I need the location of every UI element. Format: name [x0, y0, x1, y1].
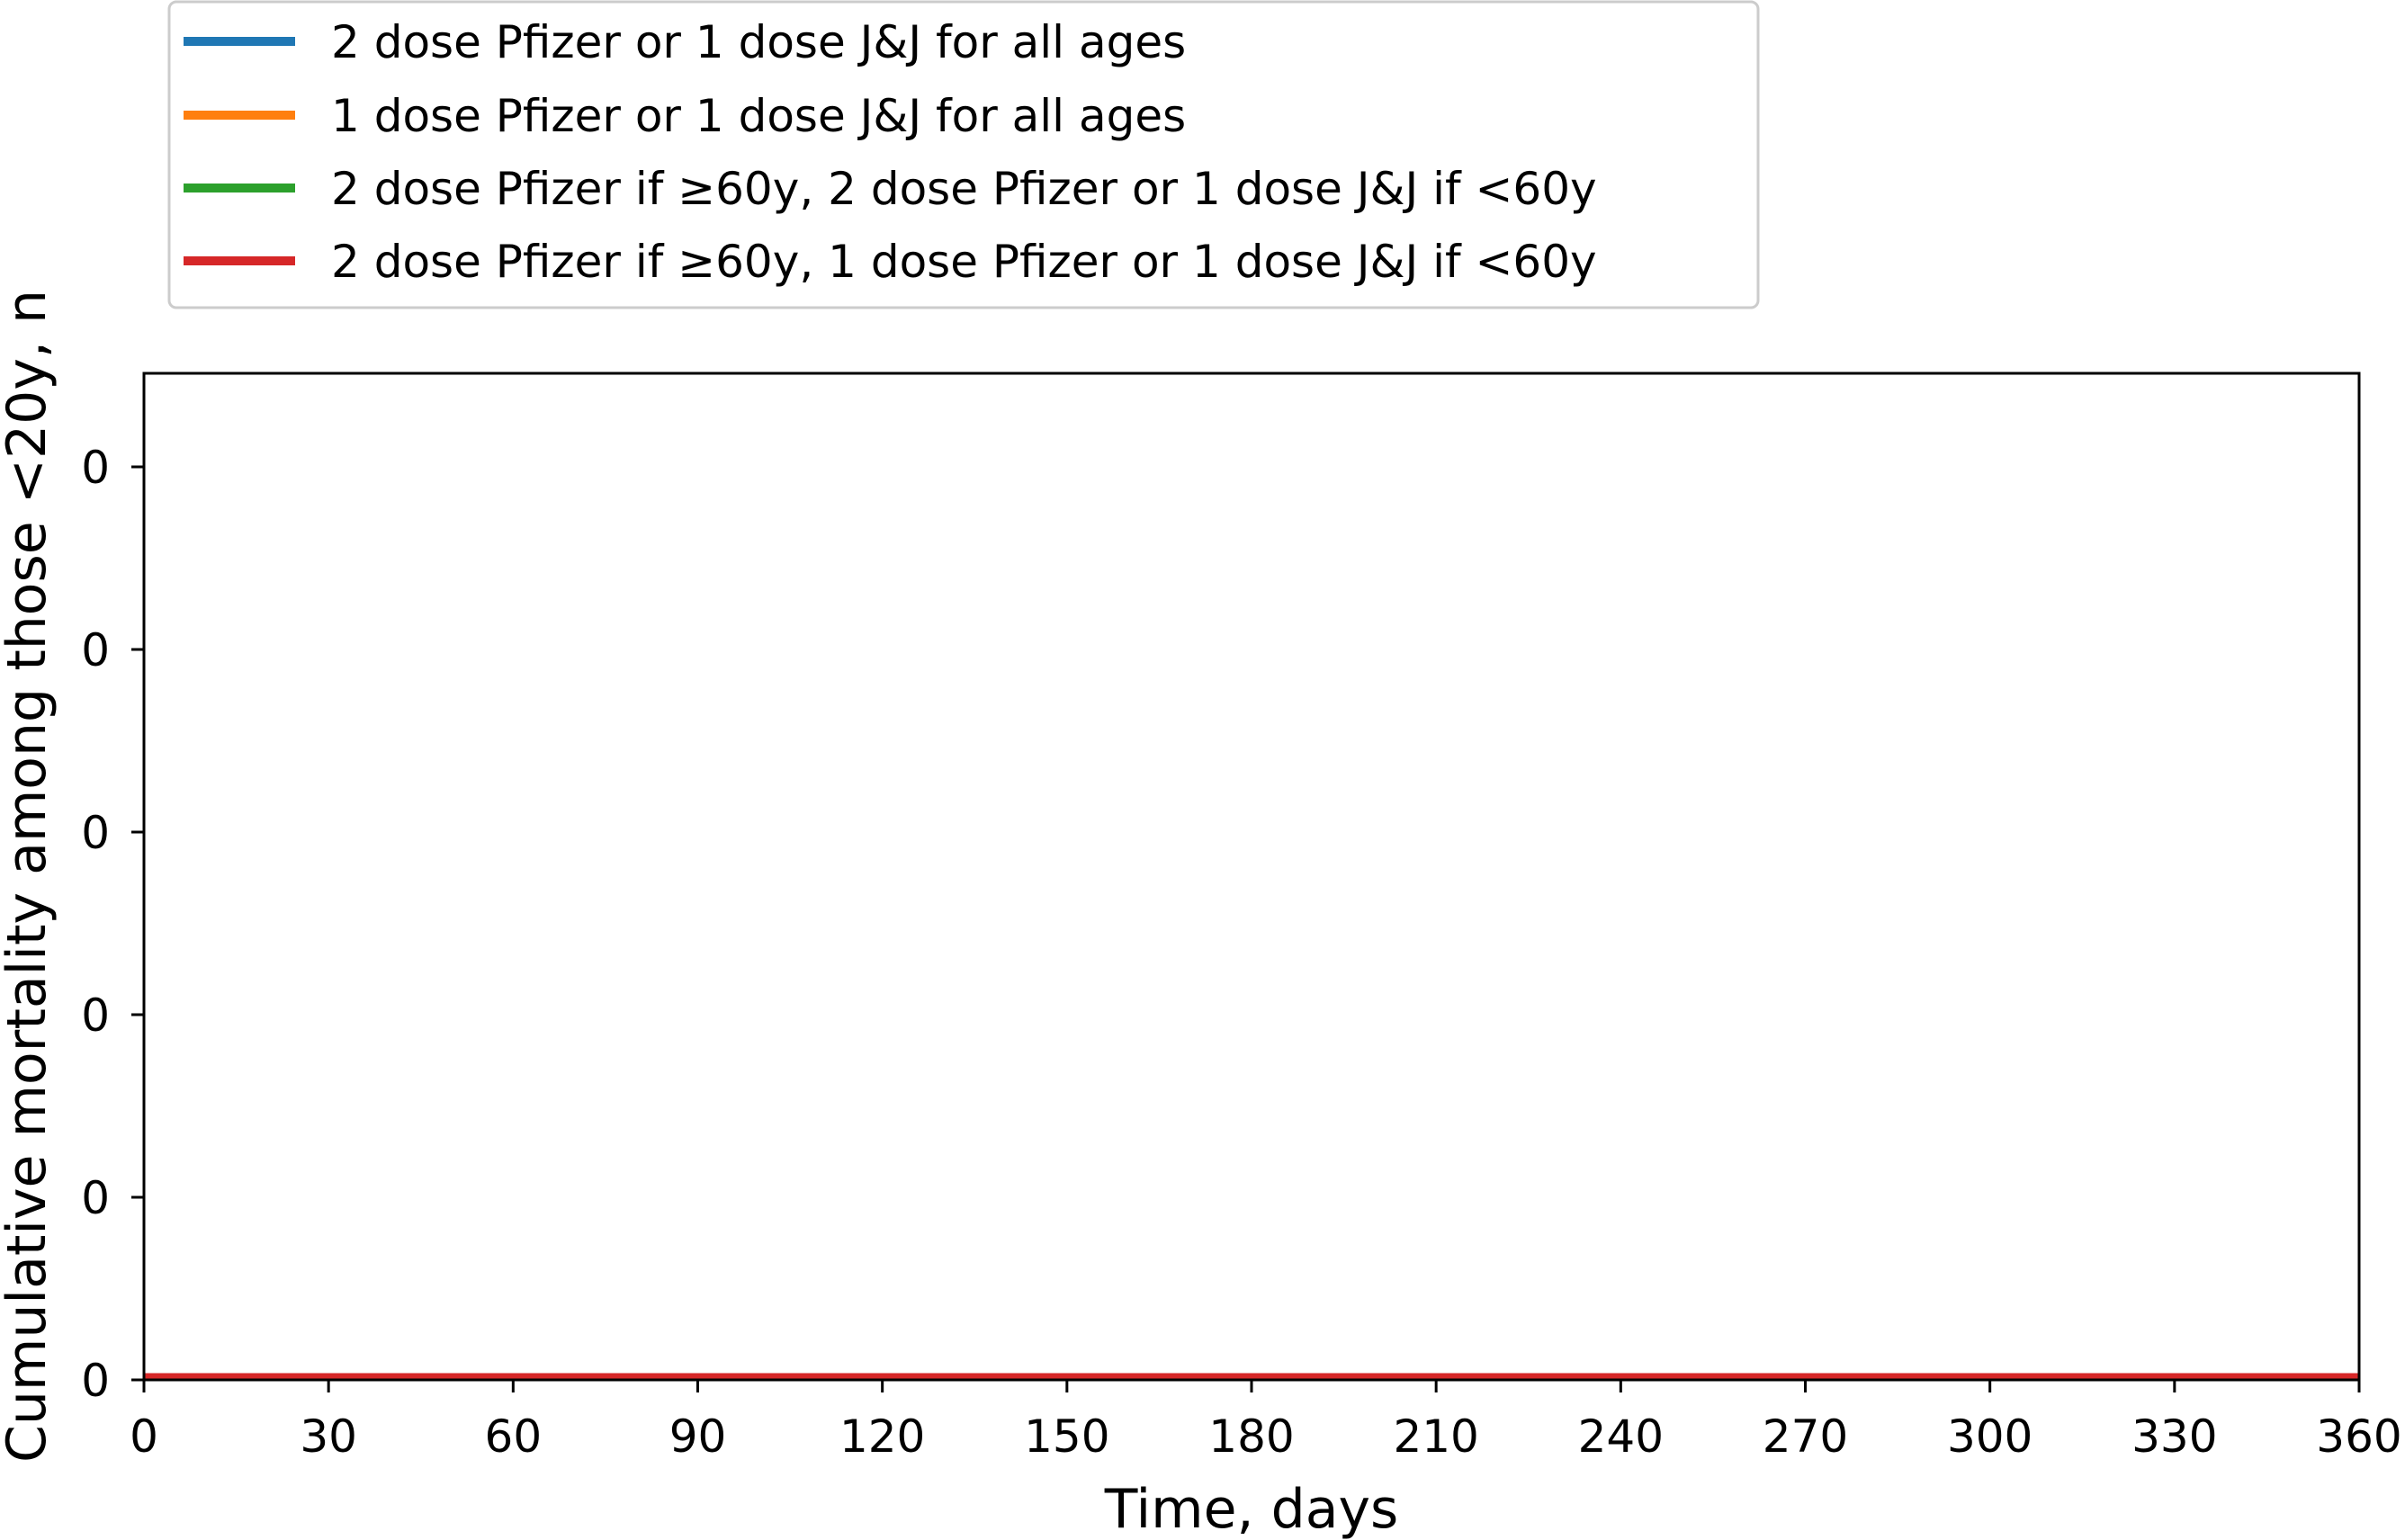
y-axis: 0 0 0 0 0 0: [81, 442, 144, 1407]
legend: 2 dose Pfizer or 1 dose J&J for all ages…: [167, 0, 1760, 309]
x-tick-label: 90: [669, 1410, 727, 1463]
x-tick-label: 270: [1763, 1410, 1848, 1463]
y-axis-label: Cumulative mortality among those <20y, n: [0, 290, 58, 1463]
y-tick-label: 0: [81, 807, 110, 859]
legend-box: [167, 0, 1760, 309]
x-tick-label: 210: [1393, 1410, 1478, 1463]
x-tick-label: 30: [300, 1410, 357, 1463]
y-tick-label: 0: [81, 989, 110, 1042]
plot-area: [142, 372, 2361, 1382]
x-tick-label: 0: [130, 1410, 158, 1463]
x-axis-label: Time, days: [1104, 1478, 1399, 1540]
legend-label-4: 2 dose Pfizer if ≥60y, 1 dose Pfizer or …: [331, 236, 1597, 288]
plot-background: [144, 373, 2359, 1380]
legend-label-3: 2 dose Pfizer if ≥60y, 2 dose Pfizer or …: [331, 163, 1597, 215]
y-tick-label: 0: [81, 1172, 110, 1224]
x-axis: 0 30 60 90 120 150 180 210 240 270 300 330 360: [130, 1380, 2402, 1463]
legend-label-1: 2 dose Pfizer or 1 dose J&J for all ages: [331, 16, 1186, 68]
x-tick-label: 330: [2131, 1410, 2217, 1463]
y-tick-label: 0: [81, 624, 110, 676]
y-tick-label: 0: [81, 442, 110, 494]
x-tick-label: 300: [1947, 1410, 2033, 1463]
x-tick-label: 150: [1024, 1410, 1109, 1463]
legend-label-2: 1 dose Pfizer or 1 dose J&J for all ages: [331, 90, 1186, 142]
x-tick-label: 360: [2316, 1410, 2401, 1463]
x-tick-label: 180: [1208, 1410, 1294, 1463]
x-tick-label: 120: [839, 1410, 925, 1463]
y-tick-label: 0: [81, 1355, 110, 1407]
x-tick-label: 240: [1578, 1410, 1664, 1463]
x-tick-label: 60: [485, 1410, 543, 1463]
